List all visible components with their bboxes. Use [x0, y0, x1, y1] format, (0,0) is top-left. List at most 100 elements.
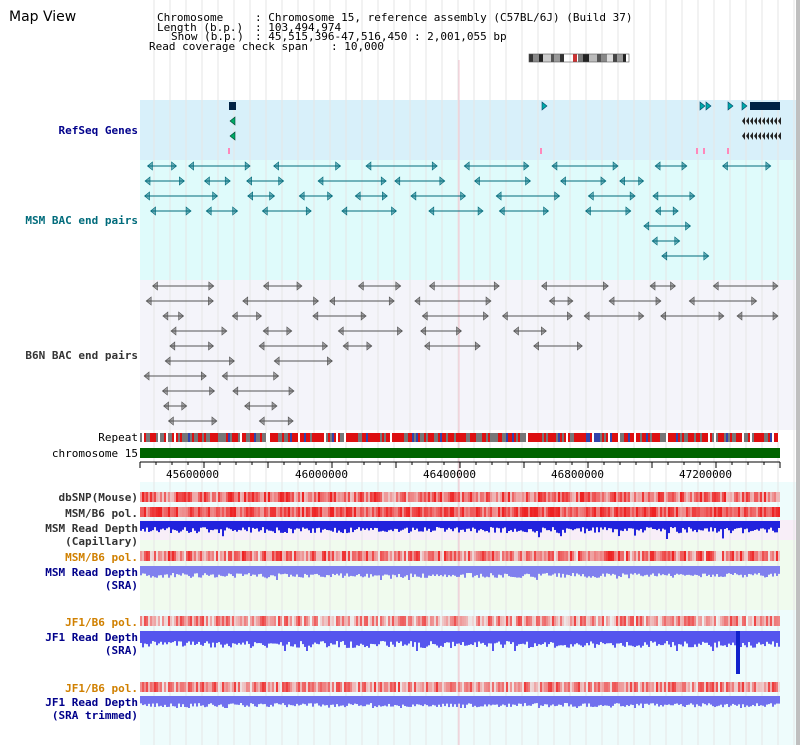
depth-bar [406, 566, 408, 576]
msm-bac-pair-end [652, 191, 659, 201]
heat-cell [282, 682, 284, 692]
heat-cell [658, 492, 660, 502]
depth-bar [642, 696, 644, 708]
depth-bar [444, 566, 446, 575]
heat-cell [280, 551, 282, 561]
heat-cell [440, 551, 442, 561]
repeat-segment [620, 433, 622, 442]
depth-bar [184, 566, 186, 575]
depth-bar [766, 521, 768, 533]
depth-bar [470, 631, 472, 645]
heat-cell [666, 507, 668, 517]
heat-cell [574, 551, 576, 561]
msm-bac-pair-end [560, 176, 566, 186]
depth-bar [524, 696, 526, 704]
depth-bar [394, 566, 396, 576]
depth-bar [470, 696, 472, 704]
depth-bar [686, 521, 688, 533]
heat-cell [310, 507, 312, 517]
repeat-segment [182, 433, 184, 442]
depth-bar [142, 631, 144, 648]
heat-cell [290, 507, 292, 517]
depth-bar [496, 521, 498, 528]
heat-cell [466, 616, 468, 626]
depth-bar [426, 566, 428, 578]
heat-cell [324, 551, 326, 561]
depth-bar [574, 566, 576, 577]
depth-bar [326, 521, 328, 530]
heat-cell [738, 507, 740, 517]
b6n-bac-pair-end [288, 386, 295, 396]
heat-cell [620, 551, 622, 561]
heat-cell [430, 492, 432, 502]
depth-bar [656, 631, 658, 646]
heat-cell [236, 551, 238, 561]
depth-bar [498, 631, 500, 642]
heat-cell [482, 507, 484, 517]
depth-bar [452, 521, 454, 532]
heat-cell [200, 492, 202, 502]
heat-cell [740, 616, 742, 626]
heat-cell [502, 551, 504, 561]
repeat-segment [556, 433, 558, 442]
heat-cell [544, 682, 546, 692]
heat-cell [676, 492, 678, 502]
repeat-segment [768, 433, 770, 442]
repeat-segment [320, 433, 322, 442]
depth-bar [238, 696, 240, 705]
depth-bar [172, 696, 174, 707]
heat-cell [336, 682, 338, 692]
repeat-segment [206, 433, 208, 442]
heat-cell [268, 682, 270, 692]
heat-cell [684, 507, 686, 517]
heat-cell [272, 507, 274, 517]
gene-arrow [762, 117, 765, 125]
depth-bar [732, 566, 734, 575]
depth-bar [318, 566, 320, 576]
depth-bar [188, 696, 190, 708]
depth-bar [262, 566, 264, 577]
depth-bar [602, 521, 604, 530]
depth-bar [344, 521, 346, 530]
repeat-segment [758, 433, 760, 442]
repeat-segment [228, 433, 230, 442]
depth-bar [476, 521, 478, 533]
heat-cell [652, 616, 654, 626]
depth-bar [332, 696, 334, 705]
depth-bar [570, 566, 572, 576]
heat-cell [574, 492, 576, 502]
heat-cell [566, 492, 568, 502]
depth-bar [760, 566, 762, 576]
heat-cell [182, 682, 184, 692]
heat-cell [722, 492, 724, 502]
heat-cell [518, 492, 520, 502]
heat-cell [628, 551, 630, 561]
heat-cell [152, 682, 154, 692]
repeat-segment [426, 433, 428, 442]
depth-bar [190, 631, 192, 645]
depth-bar [432, 521, 434, 531]
depth-bar [296, 631, 298, 648]
depth-bar [376, 521, 378, 529]
heat-cell [460, 551, 462, 561]
heat-cell [524, 507, 526, 517]
depth-bar [730, 631, 732, 646]
heat-cell [650, 507, 652, 517]
depth-bar [514, 566, 516, 578]
depth-bar [644, 631, 646, 643]
heat-cell [250, 507, 252, 517]
depth-bar [604, 521, 606, 528]
depth-bar [630, 696, 632, 705]
ideogram-band [617, 54, 623, 62]
depth-bar [546, 566, 548, 574]
heat-cell [366, 682, 368, 692]
depth-bar [388, 566, 390, 576]
heat-cell [612, 682, 614, 692]
msm-bac-pair-end [428, 206, 435, 216]
gene-mark [703, 148, 705, 154]
heat-cell [656, 682, 658, 692]
repeat-segment [144, 433, 146, 442]
depth-bar [706, 566, 708, 577]
heat-cell [202, 551, 204, 561]
